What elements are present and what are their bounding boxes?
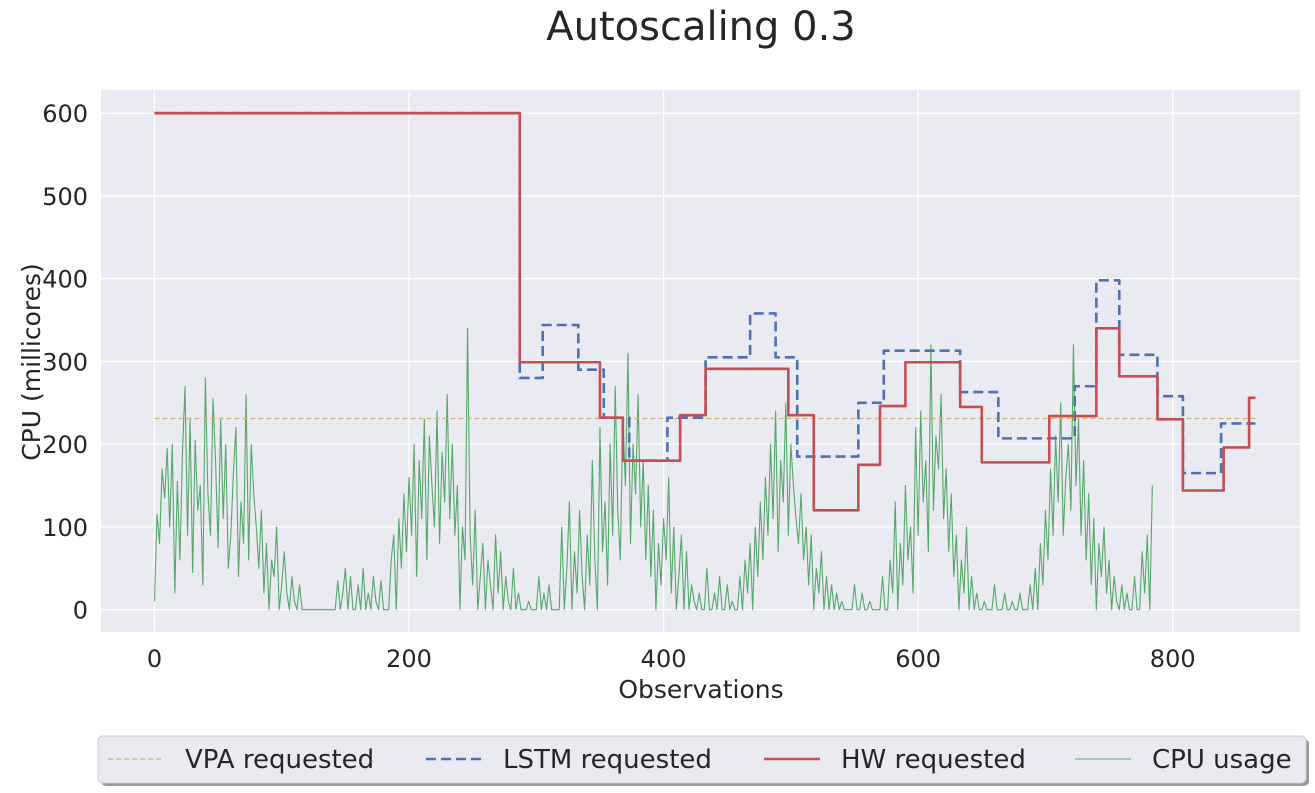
- y-tick-label: 200: [42, 431, 88, 459]
- y-tick-label: 500: [42, 183, 88, 211]
- tick-labels: 0 200 400 600 800 0 100 200 300 400 500 600: [42, 100, 1195, 673]
- y-tick-label: 300: [42, 348, 88, 376]
- y-tick-label: 600: [42, 100, 88, 128]
- x-tick-label: 400: [641, 645, 687, 673]
- x-tick-label: 600: [895, 645, 941, 673]
- y-tick-label: 0: [73, 597, 88, 625]
- chart-title: Autoscaling 0.3: [546, 4, 856, 50]
- series-line-lstm-requested: [154, 111, 1256, 475]
- legend-label: LSTM requested: [503, 745, 712, 775]
- series-line-cpu-usage: [153, 327, 1153, 611]
- series-line-hw-requested: [154, 111, 1256, 512]
- legend-label: CPU usage: [1152, 745, 1292, 775]
- x-axis-label: Observations: [618, 675, 783, 704]
- y-axis-label: CPU (millicores): [17, 263, 46, 461]
- y-tick-label: 400: [42, 266, 88, 294]
- x-tick-label: 800: [1150, 645, 1196, 673]
- y-tick-label: 100: [42, 514, 88, 542]
- legend-box: [97, 735, 1307, 784]
- grid: [101, 90, 1300, 632]
- x-tick-label: 200: [386, 645, 432, 673]
- legend-label: HW requested: [841, 745, 1026, 775]
- x-tick-label: 0: [147, 645, 162, 673]
- series-layer: [153, 111, 1256, 611]
- legend: VPA requested LSTM requested HW requested C…: [97, 735, 1309, 786]
- legend-label: VPA requested: [185, 745, 374, 775]
